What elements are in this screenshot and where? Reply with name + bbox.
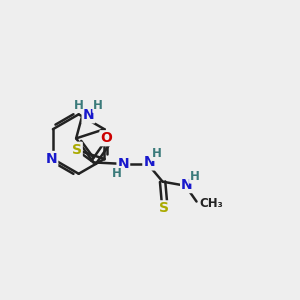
- Text: H: H: [112, 167, 122, 180]
- Text: N: N: [46, 152, 57, 166]
- Text: N: N: [82, 108, 94, 122]
- Text: H: H: [190, 170, 200, 183]
- Text: N: N: [181, 178, 193, 192]
- Text: H: H: [93, 99, 103, 112]
- Text: N: N: [143, 155, 155, 170]
- Text: O: O: [100, 131, 112, 145]
- Text: S: S: [160, 201, 170, 215]
- Text: H: H: [152, 147, 162, 160]
- Text: S: S: [72, 143, 82, 157]
- Text: H: H: [74, 99, 83, 112]
- Text: CH₃: CH₃: [199, 196, 223, 209]
- Text: N: N: [118, 157, 129, 171]
